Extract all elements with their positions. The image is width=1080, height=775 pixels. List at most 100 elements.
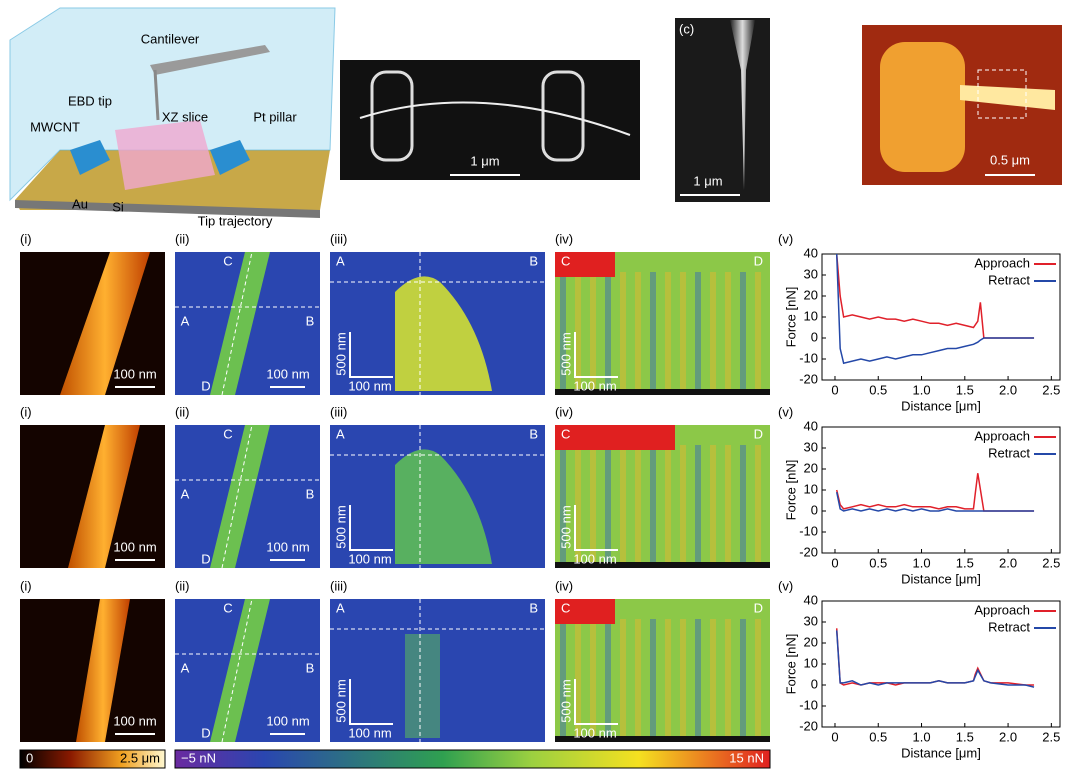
corner-label: D xyxy=(754,426,763,441)
cantilever xyxy=(150,45,270,75)
afm-pillar xyxy=(880,42,965,172)
cd-stripe xyxy=(695,619,701,737)
cd-stripe xyxy=(695,272,701,390)
x-tick-label: 0 xyxy=(831,729,838,744)
y-tick-label: 30 xyxy=(804,266,818,281)
panel-label: (ii) xyxy=(175,231,189,246)
afm-tube xyxy=(960,85,1055,110)
scale-label: 0.5 μm xyxy=(990,152,1030,167)
corner-label: C xyxy=(223,426,232,441)
xz-slice xyxy=(115,120,215,190)
cd-stripe xyxy=(590,445,596,563)
cd-stripe xyxy=(560,619,566,737)
series-line xyxy=(835,473,1035,512)
series-line xyxy=(835,628,1035,686)
corner-label: A xyxy=(181,660,190,675)
legend-label: Retract xyxy=(988,619,1030,634)
panel-label: (v) xyxy=(778,404,793,419)
colorbar-label: 15 nN xyxy=(729,750,764,765)
cd-stripe xyxy=(650,619,656,737)
x-tick-label: 2.5 xyxy=(1042,555,1060,570)
corner-label: D xyxy=(754,253,763,268)
cd-stripe xyxy=(665,445,671,563)
corner-label: C xyxy=(561,426,570,441)
scale-bar xyxy=(349,332,393,378)
scale-bar xyxy=(574,505,618,551)
cd-stripe xyxy=(620,272,626,390)
cd-floor xyxy=(555,389,770,395)
y-tick-label: 20 xyxy=(804,287,818,302)
corner-label: B xyxy=(529,600,538,615)
x-axis-label: Distance [μm] xyxy=(901,745,981,760)
cd-stripe xyxy=(740,272,746,390)
y-tick-label: -20 xyxy=(799,718,818,733)
scale-label: 100 nm xyxy=(573,551,616,566)
box xyxy=(9,7,336,202)
cd-stripe xyxy=(725,445,731,563)
afm-roi xyxy=(977,69,1027,119)
cd-stripe xyxy=(740,445,746,563)
cd-red xyxy=(555,599,615,624)
scale-bar xyxy=(574,679,618,725)
y-axis-label: Force [nN] xyxy=(783,460,798,521)
sem-nanotube xyxy=(359,101,631,136)
cd-stripe xyxy=(575,445,581,563)
y-tick-label: 10 xyxy=(804,308,818,323)
schematic xyxy=(9,7,336,218)
x-tick-label: 1.5 xyxy=(956,555,974,570)
panel-label: (iii) xyxy=(330,404,347,419)
section-line xyxy=(221,598,253,743)
corner-label: B xyxy=(529,426,538,441)
sem-pillar xyxy=(370,70,414,162)
cd-stripe xyxy=(650,445,656,563)
y-tick-label: 0 xyxy=(811,502,818,517)
panel-label: (ii) xyxy=(175,578,189,593)
y-tick-label: -10 xyxy=(799,697,818,712)
cd-stripe xyxy=(590,619,596,737)
cd-red xyxy=(555,252,615,277)
cd-stripe xyxy=(575,619,581,737)
cd-stripe xyxy=(755,445,761,563)
legend-label: Retract xyxy=(988,445,1030,460)
y-tick-label: -10 xyxy=(799,350,818,365)
panel-label: (iv) xyxy=(555,404,573,419)
x-tick-label: 0 xyxy=(831,555,838,570)
y-tick-label: 20 xyxy=(804,460,818,475)
scale-label: 1 μm xyxy=(470,153,499,168)
cd-stripe xyxy=(650,272,656,390)
legend-label: Approach xyxy=(974,602,1030,617)
series-line xyxy=(835,253,1035,365)
x-axis-label: Distance [μm] xyxy=(901,571,981,586)
cd-stripe xyxy=(635,619,641,737)
cd-stripe xyxy=(725,272,731,390)
nanotube-force xyxy=(210,425,270,568)
y-tick-label: 30 xyxy=(804,439,818,454)
cd-stripe xyxy=(695,445,701,563)
xz-contact xyxy=(395,449,492,564)
scale-label: 100 nm xyxy=(573,725,616,740)
colorbar-label: −5 nN xyxy=(181,750,216,765)
panel-label: (v) xyxy=(778,231,793,246)
panel-label: (ii) xyxy=(175,404,189,419)
x-tick-label: 2.0 xyxy=(999,729,1017,744)
scale-label: 100 nm xyxy=(348,725,391,740)
corner-label: C xyxy=(561,253,570,268)
cd-stripe xyxy=(680,272,686,390)
y-tick-label: 40 xyxy=(804,418,818,433)
x-tick-label: 0 xyxy=(831,382,838,397)
tip xyxy=(153,69,160,121)
scale-label: 100 nm xyxy=(266,366,309,381)
x-tick-label: 2.5 xyxy=(1042,729,1060,744)
cd-stripe xyxy=(710,445,716,563)
section-line xyxy=(221,424,253,569)
y-tick-label: -20 xyxy=(799,371,818,386)
cd-stripe xyxy=(665,619,671,737)
legend-label: Retract xyxy=(988,272,1030,287)
y-tick-label: -20 xyxy=(799,544,818,559)
xz-contact xyxy=(395,276,492,391)
corner-label: D xyxy=(201,378,210,393)
cd-stripe xyxy=(665,272,671,390)
panel-label: (iii) xyxy=(330,578,347,593)
y-tick-label: -10 xyxy=(799,523,818,538)
